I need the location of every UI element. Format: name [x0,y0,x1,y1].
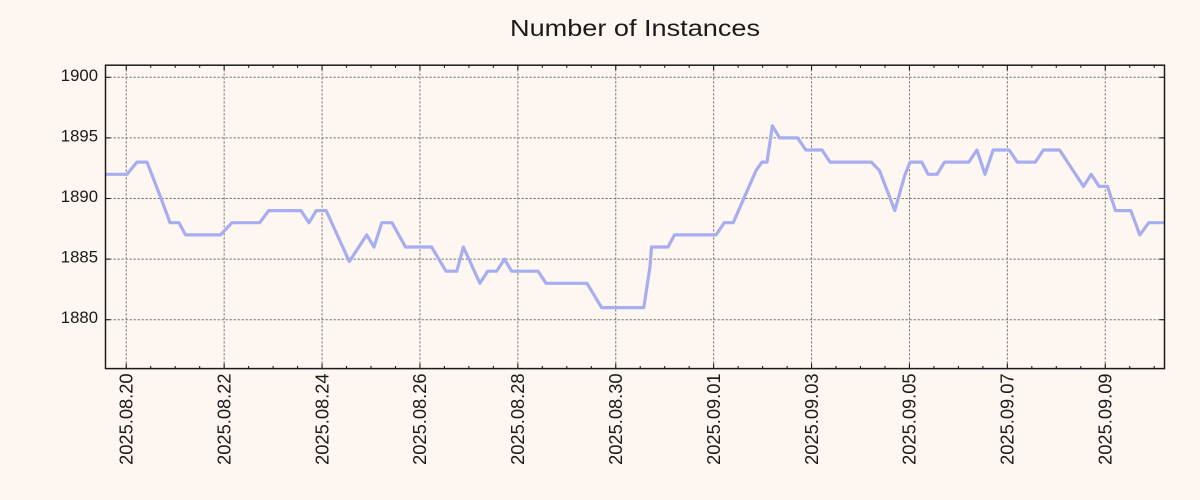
svg-text:2025.09.01: 2025.09.01 [704,373,724,465]
svg-text:2025.08.26: 2025.08.26 [410,373,430,465]
svg-text:2025.08.20: 2025.08.20 [116,373,136,465]
svg-text:2025.08.22: 2025.08.22 [214,373,234,465]
svg-text:2025.09.05: 2025.09.05 [900,373,920,465]
svg-text:2025.08.24: 2025.08.24 [312,373,332,465]
svg-text:2025.08.28: 2025.08.28 [508,373,528,465]
svg-text:2025.09.09: 2025.09.09 [1095,373,1115,465]
svg-text:2025.08.30: 2025.08.30 [606,373,626,465]
svg-text:1890: 1890 [61,187,98,206]
svg-text:1895: 1895 [61,126,98,145]
svg-text:2025.09.03: 2025.09.03 [802,373,822,465]
svg-text:2025.09.07: 2025.09.07 [998,373,1018,465]
svg-text:1880: 1880 [61,308,98,327]
svg-text:1900: 1900 [61,66,98,85]
svg-text:Number of Instances: Number of Instances [510,15,760,41]
svg-text:1885: 1885 [61,248,98,267]
